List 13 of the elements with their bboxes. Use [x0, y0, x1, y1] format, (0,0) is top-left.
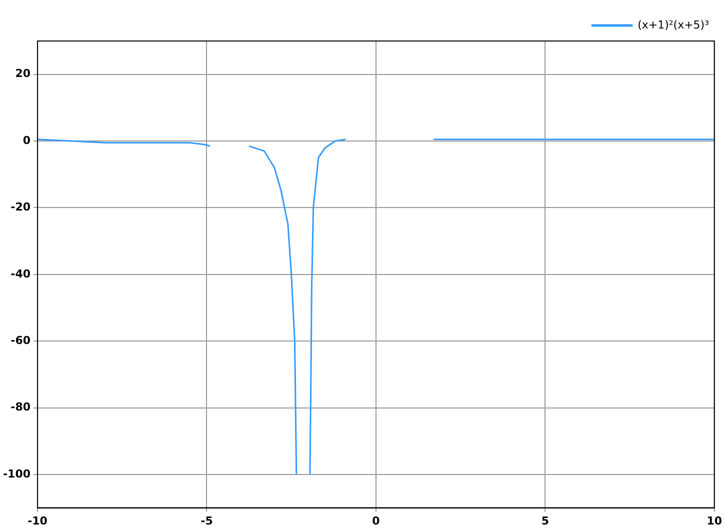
y-tick-label: -20	[10, 200, 31, 214]
y-tick-label: -40	[10, 267, 31, 280]
x-tick-label: 5	[541, 514, 549, 528]
y-tick-label: -80	[10, 400, 31, 414]
x-tick-label: 10	[706, 514, 722, 528]
y-tick-label: -60	[10, 334, 31, 347]
x-tick-label: 0	[372, 514, 380, 528]
y-tick-label: 20	[15, 67, 31, 80]
x-tick-label: -10	[28, 514, 48, 528]
x-tick-label: -5	[200, 514, 213, 528]
legend-label: (x+1)²(x+5)³	[638, 18, 709, 32]
y-tick-label: 0	[22, 134, 31, 147]
y-tick-label: -100	[2, 467, 31, 480]
